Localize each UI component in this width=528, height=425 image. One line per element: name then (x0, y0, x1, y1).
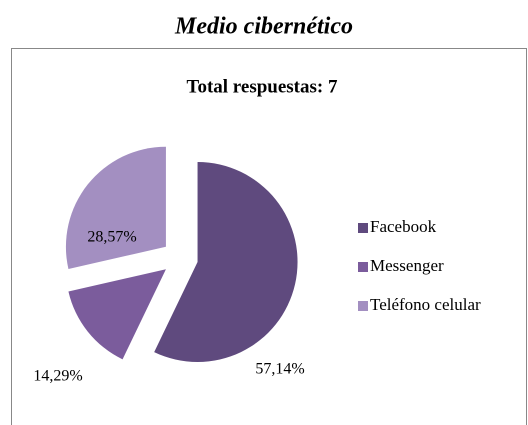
data-label: 28,57% (87, 229, 136, 246)
pie-slice (154, 162, 298, 363)
legend-label: Teléfono celular (370, 295, 481, 314)
data-label: 57,14% (255, 361, 304, 378)
legend-swatch (358, 223, 368, 233)
pie-slice (68, 269, 166, 360)
chart-title: Total respuestas: 7 (187, 76, 338, 97)
pie-slice (65, 146, 166, 270)
heading: Medio cibernético (174, 14, 353, 40)
chart-frame (11, 48, 527, 425)
legend-swatch (358, 262, 368, 272)
legend-label: Messenger (370, 256, 444, 275)
data-label: 14,29% (33, 368, 82, 385)
legend-swatch (358, 301, 368, 311)
legend-label: Facebook (370, 217, 437, 236)
